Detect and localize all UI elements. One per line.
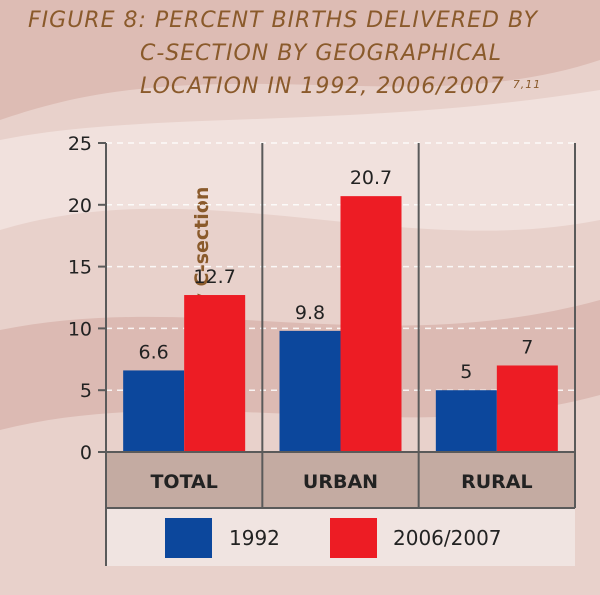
bar-total-2006-2007 xyxy=(184,295,246,452)
legend-swatch-1992 xyxy=(165,518,212,558)
data-label-rural-1992: 5 xyxy=(460,361,472,383)
y-tick-label-15: 15 xyxy=(68,257,92,279)
x-tick-label-total: TOTAL xyxy=(150,471,217,493)
data-label-total-2006-2007: 12.7 xyxy=(194,266,236,288)
legend-label-1992: 1992 xyxy=(229,526,280,550)
legend-swatch-2006-2007 xyxy=(330,518,377,558)
title-reference: 7,11 xyxy=(512,78,542,91)
category-band xyxy=(106,452,575,508)
title-line-3: LOCATION IN 1992, 2006/2007 7,11 xyxy=(140,70,541,103)
y-tick-label-25: 25 xyxy=(68,133,92,155)
y-tick-label-20: 20 xyxy=(68,195,92,217)
data-label-total-1992: 6.6 xyxy=(139,341,169,363)
y-tick-label-0: 0 xyxy=(80,442,92,464)
bar-urban-1992 xyxy=(279,330,341,452)
legend-label-2006-2007: 2006/2007 xyxy=(393,526,502,550)
data-label-urban-2006-2007: 20.7 xyxy=(350,167,392,189)
data-label-rural-2006-2007: 7 xyxy=(521,336,533,358)
bar-urban-2006-2007 xyxy=(340,196,402,452)
bar-rural-1992 xyxy=(435,390,497,452)
bar-total-1992 xyxy=(123,370,185,452)
title-line-3-text: LOCATION IN 1992, 2006/2007 xyxy=(140,74,505,99)
title-line-2: C-SECTION BY GEOGRAPHICAL xyxy=(140,37,502,70)
bar-rural-2006-2007 xyxy=(496,365,558,452)
title-line-1: FIGURE 8: PERCENT BIRTHS DELIVERED BY xyxy=(28,8,539,33)
title-line-2-text: C-SECTION BY GEOGRAPHICAL xyxy=(140,41,502,66)
y-tick-label-5: 5 xyxy=(80,380,92,402)
data-label-urban-1992: 9.8 xyxy=(295,302,325,324)
y-tick-label-10: 10 xyxy=(68,318,92,340)
x-tick-label-urban: URBAN xyxy=(303,471,378,493)
x-tick-label-rural: RURAL xyxy=(461,471,533,493)
